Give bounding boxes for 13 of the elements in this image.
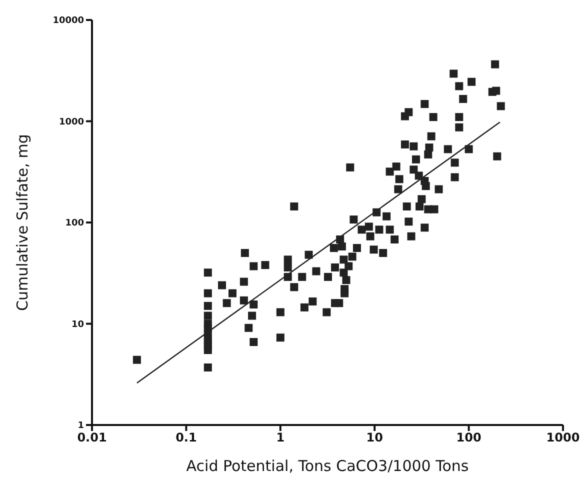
y-axis-title: Cumulative Sulfate, mg	[13, 134, 32, 311]
y-tick-label: 1000	[58, 117, 84, 128]
x-tick-label: 0.1	[176, 430, 197, 445]
y-tick-label: 100	[65, 218, 84, 229]
x-tick-label: 0.01	[77, 430, 107, 445]
x-tick-label: 100	[456, 430, 482, 445]
y-tick-label: 10	[71, 320, 84, 330]
y-tick-label: 10000	[52, 16, 84, 26]
x-tick-label: 10	[366, 430, 383, 445]
x-tick-label: 1000	[546, 430, 580, 445]
x-axis-title: Acid Potential, Tons CaCO3/1000 Tons	[186, 457, 469, 475]
x-tick-label: 1	[276, 430, 285, 445]
y-tick-label: 1	[78, 421, 84, 432]
